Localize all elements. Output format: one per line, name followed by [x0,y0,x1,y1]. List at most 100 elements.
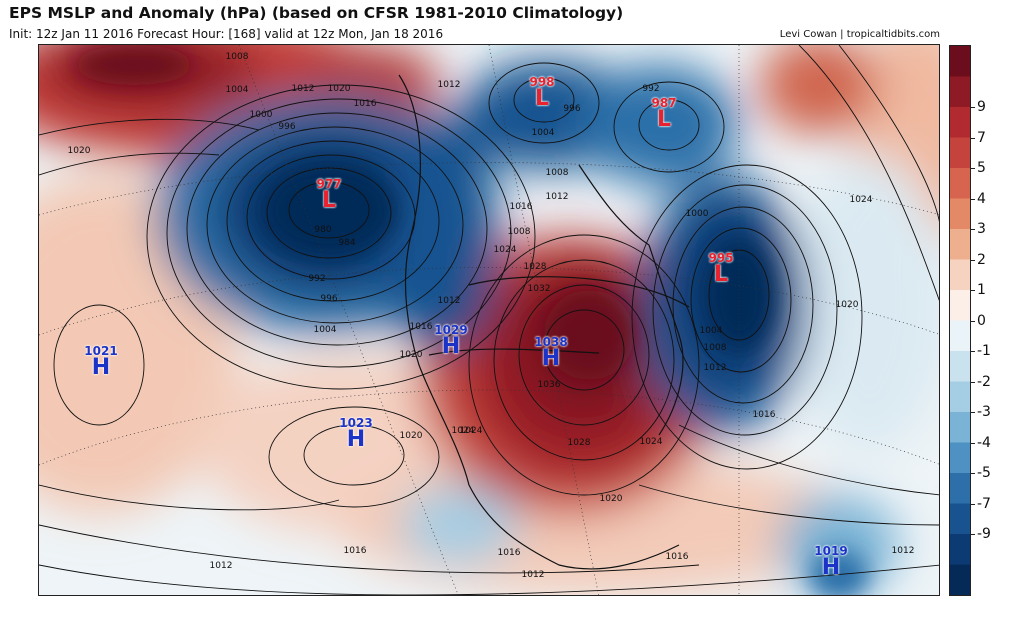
chart-subtitle: Init: 12z Jan 11 2016 Forecast Hour: [16… [9,27,444,41]
colorbar-tick-label: -2 [977,373,991,390]
colorbar-tick-label: -9 [977,526,991,542]
isobar-label: 1020 [327,84,351,94]
colorbar-tick-label: -7 [977,495,991,512]
isobar-label: 1016 [353,99,377,109]
colorbar-swatch [950,351,970,382]
isobar-label: 1028 [523,262,547,272]
isobar-label: 1024 [451,426,475,436]
isobar-label: 1004 [699,326,723,336]
colorbar-tick-label: 4 [977,190,986,207]
isobar-label: 996 [563,104,581,114]
colorbar-tick-mark [971,168,975,169]
high-pressure-center: 1029 H [434,323,468,359]
isobar-label: 1004 [313,325,337,335]
colorbar-tick-label: 1 [977,282,986,298]
colorbar-swatch [950,46,970,77]
colorbar-tick-mark [971,137,975,139]
isobar-label: 992 [642,84,660,94]
low-pressure-center: 995 L [708,251,734,287]
colorbar-tick-mark [971,442,975,444]
isobar-label: 1008 [545,168,569,178]
colorbar-swatch [950,564,970,595]
mslp-anomaly-map: 1008 1004 1000 996 1020 1012 1020 1016 1… [38,44,940,596]
isobar-label: 1008 [225,52,249,62]
isobar-label: 1024 [849,195,873,205]
isobar-label: 1016 [665,552,689,562]
colorbar-tick-mark [971,412,975,413]
isobar-label: 1020 [599,494,623,504]
isobar-label: 1012 [437,80,461,90]
colorbar-tick-mark [971,351,975,352]
colorbar-tick-label: -5 [977,465,991,481]
isobar-label: 980 [314,225,332,235]
isobar-label: 1036 [537,380,561,390]
colorbar-swatch [950,534,970,565]
isobar-label: 1012 [521,570,545,580]
colorbar-swatch [950,168,970,199]
colorbar-swatch [950,290,970,321]
isobar-label: 1008 [507,227,531,237]
colorbar-tick-mark [971,198,975,200]
colorbar-tick-mark [971,534,975,535]
isobar-label: 1032 [527,284,551,294]
colorbar-tick-label: -3 [977,404,991,420]
colorbar-swatch [950,259,970,291]
colorbar-tick-mark [971,229,975,230]
colorbar-swatch [950,229,970,260]
colorbar-tick-label: 7 [977,129,986,146]
isobar-label: 1028 [567,438,591,448]
colorbar-swatch [950,137,970,169]
colorbar-swatch [950,107,970,138]
high-pressure-center: 1019 H [814,544,848,580]
high-pressure-center: 1023 H [339,416,373,452]
colorbar-tick-mark [971,259,975,261]
colorbar-tick-mark [971,290,975,291]
colorbar-tick-label: 5 [977,160,986,176]
colorbar-tick-label: -4 [977,434,991,451]
colorbar-tick-mark [971,320,975,322]
high-pressure-center: 1038 H [534,335,568,371]
isobar-label: 1000 [249,110,273,120]
low-pressure-center: 977 L [316,177,342,213]
isobar-label: 1008 [703,343,727,353]
isobar-label: 984 [338,238,356,248]
isobar-label: 1004 [225,85,249,95]
colorbar-swatch [950,473,970,504]
isobar-label: 1016 [497,548,521,558]
isobar-label: 1012 [437,296,461,306]
colorbar-tick-mark [971,503,975,505]
isobar-label: 1024 [459,426,483,436]
high-pressure-center: 1021 H [84,344,118,380]
low-pressure-center: 998 L [529,75,555,111]
colorbar-tick-label: -1 [977,343,991,359]
colorbar-swatch [950,198,970,230]
isobar-label: 1024 [493,245,517,255]
colorbar-tick-label: 9 [977,99,986,115]
colorbar-tick-mark [971,107,975,108]
author-credit: Levi Cowan | tropicaltidbits.com [779,29,940,40]
isobar-label: 1000 [685,209,709,219]
isobar-label: 1016 [509,202,533,212]
isobar-label: 1016 [343,546,367,556]
isobar-label: 1012 [209,561,233,571]
colorbar-tick-label: 2 [977,251,986,268]
isobar-label: 1020 [67,146,91,156]
colorbar-swatch [950,412,970,443]
colorbar-swatch [950,503,970,535]
isobar-label: 1020 [399,350,423,360]
isobar-label: 1016 [409,322,433,332]
colorbar-tick-mark [971,381,975,383]
colorbar-swatch [950,381,970,413]
isobar-label: 1024 [639,437,663,447]
colorbar-swatch [950,76,970,108]
isobar-label: 1004 [531,128,555,138]
chart-title: EPS MSLP and Anomaly (hPa) (based on CFS… [9,4,624,22]
colorbar-swatch [950,442,970,474]
colorbar-tick-mark [971,473,975,474]
colorbar-tick-label: 3 [977,221,986,237]
isobar-label: 1016 [752,410,776,420]
low-pressure-center: 987 L [651,96,677,132]
colorbar-tick-label: 0 [977,312,986,329]
colorbar-swatch [950,320,970,352]
isobar-label: 996 [278,122,296,132]
